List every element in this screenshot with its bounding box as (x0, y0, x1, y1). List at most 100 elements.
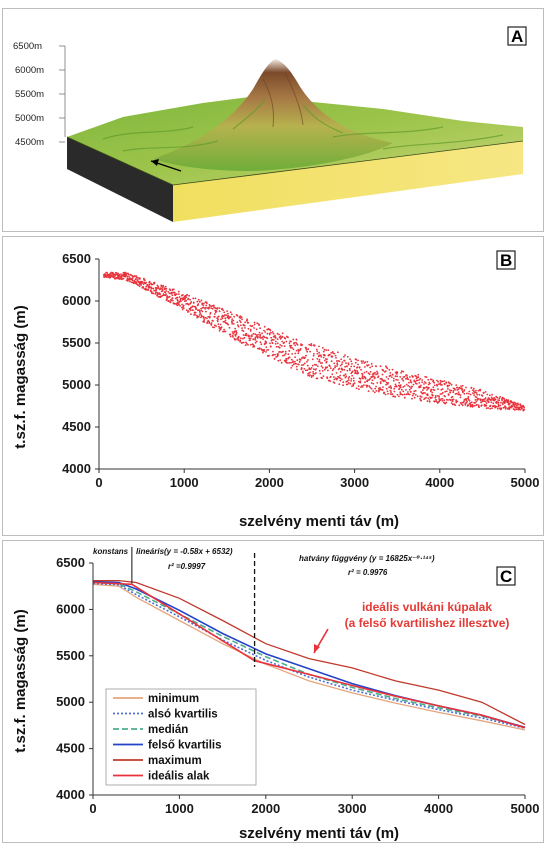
scatter-point (230, 313, 233, 316)
scatter-point (473, 394, 475, 396)
scatter-point (389, 389, 392, 392)
scatter-point (277, 359, 280, 362)
scatter-point (334, 354, 337, 357)
scatter-point (263, 325, 266, 328)
scatter-point (386, 367, 389, 370)
scatter-point (202, 315, 205, 318)
scatter-point (433, 389, 436, 392)
scatter-point (422, 389, 424, 391)
scatter-point (249, 324, 252, 327)
scatter-point (426, 400, 429, 403)
scatter-point (306, 360, 308, 363)
scatter-point (499, 396, 502, 398)
scatter-point (197, 309, 199, 312)
scatter-point (309, 368, 312, 371)
scatter-point (192, 302, 195, 304)
scatter-point (505, 406, 507, 409)
scatter-point (366, 384, 369, 387)
scatter-point (491, 393, 493, 396)
scatter-point (137, 284, 140, 287)
scatter-point (357, 385, 360, 387)
scatter-point (196, 314, 198, 317)
scatter-point (493, 397, 496, 399)
x-tick-label: 4000 (425, 475, 454, 490)
scatter-point (194, 306, 197, 309)
scatter-point (364, 361, 367, 364)
scatter-point (300, 357, 303, 359)
scatter-point (516, 406, 519, 408)
scatter-point (405, 378, 407, 380)
scatter-point (311, 358, 314, 361)
scatter-point (120, 273, 122, 275)
scatter-point (269, 342, 271, 345)
panel-c-line-chart: 4000 4500 5000 5500 6000 6500 0 1000 2000 3000 400… (2, 540, 544, 843)
scatter-point (290, 367, 293, 369)
series-line-ideális-alak (92, 581, 526, 729)
scatter-point (271, 338, 274, 341)
legend: minimum alsó kvartilis medián felső kvartil… (105, 688, 257, 786)
scatter-point (261, 332, 263, 335)
scatter-point (432, 386, 435, 389)
scatter-point (199, 312, 202, 314)
x-tick-label: 3000 (340, 475, 369, 490)
scatter-point (147, 289, 150, 291)
scatter-point (265, 346, 268, 348)
scatter-point (221, 317, 224, 320)
scatter-point (369, 366, 371, 369)
scatter-point (418, 386, 420, 388)
scatter-point (339, 377, 341, 380)
scatter-point (288, 350, 291, 352)
scatter-point (483, 404, 486, 406)
scatter-point (274, 336, 277, 339)
scatter-point (184, 295, 186, 298)
scatter-point (331, 355, 333, 357)
scatter-point (354, 370, 357, 373)
scatter-point (205, 310, 207, 313)
scatter-point (258, 348, 261, 350)
scatter-point (372, 390, 375, 392)
scatter-point (105, 271, 108, 274)
scatter-point (167, 291, 170, 293)
scatter-point (234, 327, 237, 330)
scatter-point (373, 391, 376, 394)
scatter-point (322, 375, 325, 377)
scatter-point (364, 366, 366, 368)
scatter-point (470, 387, 473, 389)
scatter-point (134, 278, 137, 281)
scatter-point (327, 369, 329, 372)
scatter-point (192, 309, 194, 312)
scatter-point (402, 390, 405, 393)
scatter-point (443, 399, 446, 402)
scatter-point (450, 389, 453, 392)
panel-label-c: C (500, 567, 512, 586)
annotation-ideal-shape-2: (a felső kvartilishez illesztve) (345, 616, 510, 630)
scatter-point (321, 346, 324, 349)
scatter-point (273, 358, 276, 360)
scatter-point (320, 365, 323, 368)
scatter-point (385, 383, 387, 386)
scatter-point (294, 356, 296, 359)
scatter-point (321, 370, 324, 372)
y-tick-label: 5500 (56, 648, 85, 663)
scatter-point (340, 378, 343, 380)
scatter-point (235, 333, 238, 335)
scatter-point (290, 361, 292, 364)
scatter-point (254, 333, 257, 336)
scatter-point (259, 327, 261, 330)
scatter-point (294, 344, 297, 347)
scatter-point (408, 381, 410, 384)
scatter-point (343, 355, 345, 358)
scatter-point (464, 404, 467, 406)
scatter-point (392, 379, 395, 382)
scatter-point (212, 304, 215, 307)
scatter-point (390, 386, 392, 389)
scatter-point (281, 340, 284, 343)
scatter-point (206, 321, 209, 324)
scatter-point (263, 350, 265, 352)
scatter-point (411, 376, 414, 378)
scatter-point (244, 321, 247, 324)
scatter-point (231, 318, 234, 320)
scatter-point (205, 306, 207, 309)
scatter-point (418, 382, 421, 384)
scatter-point (265, 351, 267, 353)
